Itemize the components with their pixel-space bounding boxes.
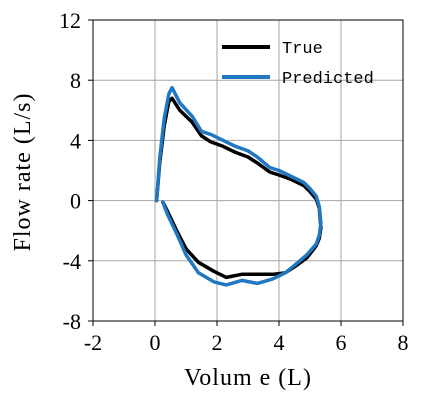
- y-tick-label: -8: [63, 309, 81, 334]
- axis-ticks: -2 0 2 4 6 8 -8 -4 0 4 8 12: [59, 8, 409, 355]
- series-line-predicted: [154, 85, 323, 287]
- x-tick-label: 8: [398, 330, 409, 355]
- x-tick-label: -2: [84, 330, 102, 355]
- series-lines: [154, 85, 323, 287]
- y-tick-label: 0: [70, 189, 81, 214]
- y-tick-label: -4: [63, 249, 81, 274]
- y-tick-label: 8: [70, 68, 81, 93]
- x-axis-title: Volum e (L): [184, 365, 312, 391]
- x-tick-label: 2: [212, 330, 223, 355]
- x-tick-label: 6: [336, 330, 347, 355]
- y-axis-title: Flow rate (L/s): [10, 93, 36, 252]
- x-tick-label: 0: [150, 330, 161, 355]
- y-tick-label: 4: [70, 128, 81, 153]
- plot-area-frame: [92, 19, 404, 322]
- legend: True Predicted: [222, 40, 374, 89]
- y-tick-label: 12: [59, 8, 81, 33]
- legend-label-predicted: Predicted: [282, 70, 374, 89]
- legend-label-true: True: [282, 40, 323, 59]
- series-line-true: [154, 96, 323, 280]
- x-tick-label: 4: [274, 330, 285, 355]
